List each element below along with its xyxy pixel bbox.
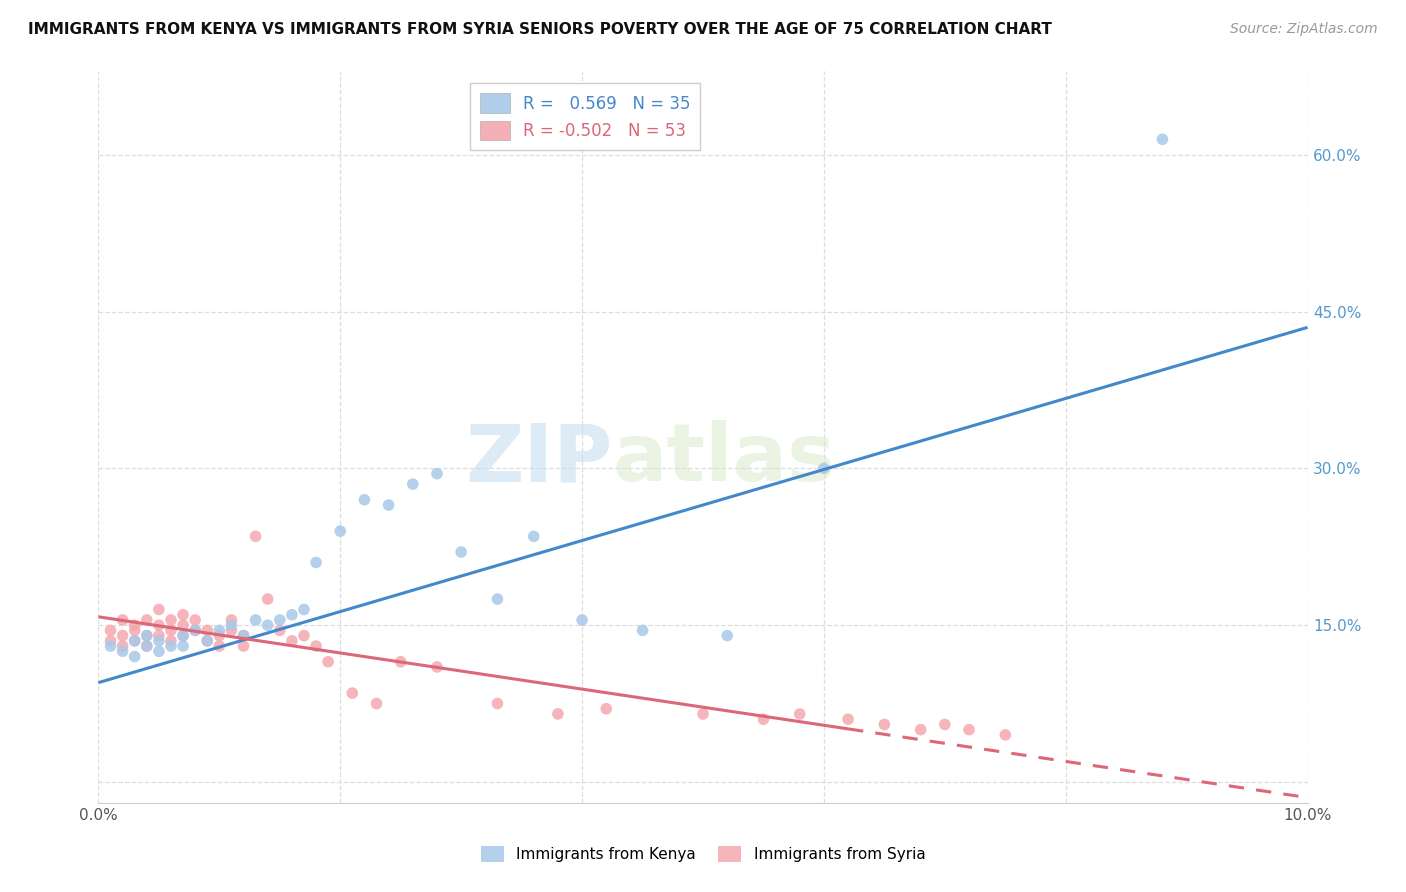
Point <box>135 639 157 653</box>
Point <box>135 629 157 643</box>
Point <box>160 613 183 627</box>
Point <box>172 607 194 622</box>
Point <box>148 644 170 658</box>
Point <box>329 524 352 538</box>
Point <box>269 624 291 638</box>
Text: IMMIGRANTS FROM KENYA VS IMMIGRANTS FROM SYRIA SENIORS POVERTY OVER THE AGE OF 7: IMMIGRANTS FROM KENYA VS IMMIGRANTS FROM… <box>28 22 1052 37</box>
Point <box>160 624 183 638</box>
Point <box>195 633 218 648</box>
Text: atlas: atlas <box>613 420 835 498</box>
Point <box>124 649 146 664</box>
Point <box>135 639 157 653</box>
Point <box>245 529 267 543</box>
Point <box>1152 132 1174 146</box>
Point <box>208 639 231 653</box>
Point <box>256 592 278 607</box>
Point <box>172 629 194 643</box>
Point <box>292 629 315 643</box>
Point <box>111 639 134 653</box>
Point <box>221 618 243 632</box>
Point <box>100 624 122 638</box>
Point <box>813 461 835 475</box>
Point <box>571 613 593 627</box>
Point <box>100 639 122 653</box>
Point <box>692 706 714 721</box>
Point <box>957 723 980 737</box>
Point <box>221 624 243 638</box>
Point <box>208 624 231 638</box>
Point <box>547 706 569 721</box>
Point <box>486 697 509 711</box>
Point <box>426 660 449 674</box>
Point <box>148 602 170 616</box>
Point <box>195 624 218 638</box>
Point <box>148 629 170 643</box>
Point <box>281 633 304 648</box>
Point <box>292 602 315 616</box>
Point <box>281 607 304 622</box>
Point <box>124 618 146 632</box>
Point <box>135 613 157 627</box>
Point <box>994 728 1017 742</box>
Point <box>716 629 738 643</box>
Point <box>402 477 425 491</box>
Legend: Immigrants from Kenya, Immigrants from Syria: Immigrants from Kenya, Immigrants from S… <box>475 840 931 868</box>
Point <box>595 702 617 716</box>
Point <box>232 639 254 653</box>
Point <box>752 712 775 726</box>
Point <box>232 629 254 643</box>
Point <box>269 613 291 627</box>
Point <box>873 717 896 731</box>
Text: ZIP: ZIP <box>465 420 613 498</box>
Point <box>135 629 157 643</box>
Point <box>184 613 207 627</box>
Point <box>450 545 472 559</box>
Point <box>208 629 231 643</box>
Text: Source: ZipAtlas.com: Source: ZipAtlas.com <box>1230 22 1378 37</box>
Point <box>195 633 218 648</box>
Point <box>631 624 654 638</box>
Point <box>124 633 146 648</box>
Point <box>837 712 859 726</box>
Point <box>523 529 546 543</box>
Point <box>389 655 412 669</box>
Point <box>377 498 399 512</box>
Point <box>172 629 194 643</box>
Point <box>111 644 134 658</box>
Point <box>934 717 956 731</box>
Point <box>426 467 449 481</box>
Point <box>305 639 328 653</box>
Point <box>486 592 509 607</box>
Point <box>232 629 254 643</box>
Point <box>184 624 207 638</box>
Point <box>160 633 183 648</box>
Point <box>305 556 328 570</box>
Point <box>342 686 364 700</box>
Point <box>316 655 339 669</box>
Point <box>124 624 146 638</box>
Point <box>111 613 134 627</box>
Point <box>221 613 243 627</box>
Point <box>172 639 194 653</box>
Point <box>256 618 278 632</box>
Point <box>100 633 122 648</box>
Point <box>353 492 375 507</box>
Point <box>124 633 146 648</box>
Point <box>910 723 932 737</box>
Point <box>111 629 134 643</box>
Point <box>789 706 811 721</box>
Point <box>184 624 207 638</box>
Point <box>148 633 170 648</box>
Point <box>366 697 388 711</box>
Point <box>160 639 183 653</box>
Point <box>245 613 267 627</box>
Point <box>172 618 194 632</box>
Point <box>148 618 170 632</box>
